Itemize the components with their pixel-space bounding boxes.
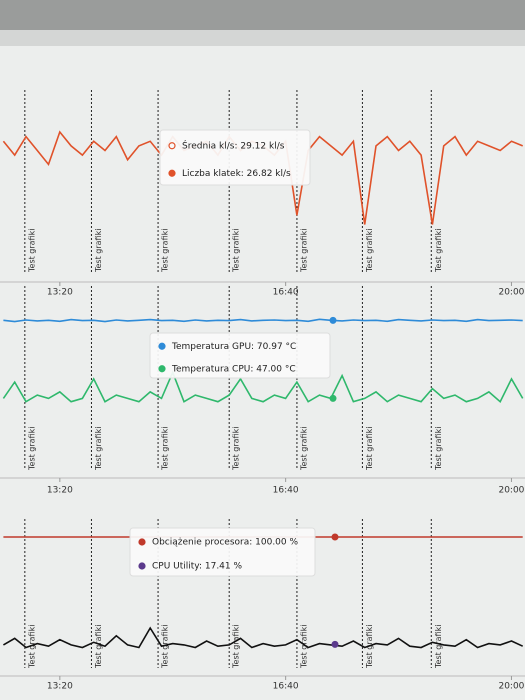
tooltip-marker	[138, 562, 146, 570]
event-label: Test grafiki	[434, 427, 443, 471]
tooltip: Obciążenie procesora: 100.00 % CPU Utilit…	[129, 527, 316, 577]
event-label: Test grafiki	[27, 229, 36, 273]
tooltip-marker	[168, 142, 176, 150]
x-tick-label: 20:00	[498, 682, 524, 692]
window-bar	[0, 30, 525, 46]
event-label: Test grafiki	[232, 229, 241, 273]
series-line	[3, 626, 524, 649]
tooltip: Średnia kl/s: 29.12 kl/s Liczba klatek: 2…	[159, 129, 311, 186]
event-label: Test grafiki	[94, 427, 103, 471]
hover-point	[329, 394, 337, 402]
event-label: Test grafiki	[299, 625, 308, 669]
x-tick-label: 13:20	[47, 486, 73, 496]
tooltip-marker	[168, 169, 176, 177]
event-label: Test grafiki	[27, 625, 36, 669]
tooltip-box	[159, 129, 311, 186]
x-tick-label: 20:00	[498, 486, 524, 496]
event-label: Test grafiki	[94, 229, 103, 273]
x-tick-label: 16:40	[273, 288, 299, 298]
event-label: Test grafiki	[232, 427, 241, 471]
event-label: Test grafiki	[365, 625, 374, 669]
series-line	[3, 318, 523, 323]
event-label: Test grafiki	[434, 625, 443, 669]
tooltip-label: CPU Utility: 17.41 %	[152, 562, 242, 572]
tooltip-label: Temperatura CPU: 47.00 °C	[171, 364, 296, 374]
tooltip-label: Średnia kl/s: 29.12 kl/s	[182, 139, 285, 151]
tooltip-box	[129, 527, 316, 577]
event-label: Test grafiki	[299, 427, 308, 471]
event-label: Test grafiki	[299, 229, 308, 273]
event-label: Test grafiki	[94, 625, 103, 669]
series-line	[2, 370, 524, 403]
event-label: Test grafiki	[434, 229, 443, 273]
x-tick-label: 13:20	[47, 288, 73, 298]
hover-point	[331, 533, 339, 541]
x-tick-label: 16:40	[273, 682, 299, 692]
x-tick-label: 20:00	[498, 288, 524, 298]
tooltip-marker	[158, 342, 166, 350]
tooltip-box	[149, 332, 331, 379]
tooltip: Temperatura GPU: 70.97 °C Temperatura CPU…	[149, 332, 331, 379]
event-label: Test grafiki	[365, 229, 374, 273]
event-label: Test grafiki	[161, 229, 170, 273]
event-label: Test grafiki	[161, 427, 170, 471]
tooltip-label: Temperatura GPU: 70.97 °C	[171, 342, 296, 352]
x-tick-label: 13:20	[47, 682, 73, 692]
event-label: Test grafiki	[161, 625, 170, 669]
tooltip-marker	[138, 538, 146, 546]
tooltip-label: Obciążenie procesora: 100.00 %	[152, 538, 298, 548]
tooltip-marker	[158, 365, 166, 373]
event-label: Test grafiki	[232, 625, 241, 669]
event-label: Test grafiki	[365, 427, 374, 471]
hover-point	[329, 316, 337, 324]
x-tick-label: 16:40	[273, 486, 299, 496]
hover-point	[331, 640, 339, 648]
monitor-bezel	[0, 0, 525, 30]
tooltip-label: Liczba klatek: 26.82 kl/s	[182, 169, 291, 179]
event-label: Test grafiki	[27, 427, 36, 471]
